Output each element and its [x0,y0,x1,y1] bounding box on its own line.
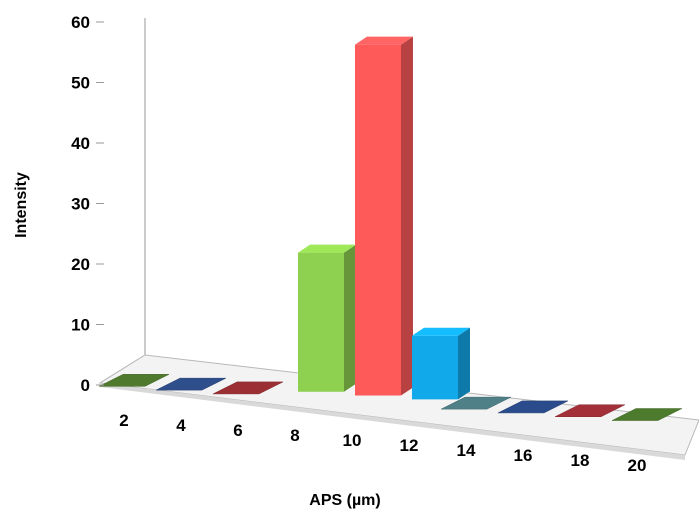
y-tick-label: 60 [71,13,90,32]
bar-6 [212,381,284,395]
x-tick-label: 12 [400,436,419,455]
bar-top-12 [412,327,470,336]
bar-side-8 [344,244,356,392]
x-axis-title: APS (µm) [309,492,380,509]
y-tick-labels: 0 10 20 30 40 50 60 [71,13,104,395]
x-tick-label: 16 [514,446,533,465]
bar-top-10 [355,36,413,45]
x-tick-label: 6 [233,421,242,440]
x-tick-label: 14 [457,441,476,460]
y-tick-label: 30 [71,195,90,214]
axes [99,18,146,384]
chart-floor [98,354,699,460]
bar-top-8 [298,244,356,253]
x-tick-label: 18 [571,451,590,470]
bar-4 [155,377,227,391]
bar-8 [298,252,344,392]
bar-18 [554,404,626,417]
bar-12 [412,335,458,400]
bar-16 [497,400,569,414]
y-tick-label: 10 [71,316,90,335]
bars [98,36,683,421]
bar-side-10 [401,36,413,396]
bar-14 [440,396,512,410]
y-tick-label: 0 [81,376,90,395]
x-tick-label: 10 [343,431,362,450]
bar-10 [355,44,401,396]
x-tick-labels: 2 4 6 8 10 12 14 16 18 20 [119,411,646,475]
x-tick-label: 20 [628,456,647,475]
y-tick-label: 20 [71,255,90,274]
y-axis-title: Intensity [13,172,30,238]
bar-20 [611,408,683,421]
y-tick-label: 50 [71,74,90,93]
bar-side-12 [458,327,470,400]
bar-2 [98,374,170,387]
floor-edge [100,383,685,460]
y-tick-label: 40 [71,134,90,153]
x-tick-label: 8 [290,426,299,445]
x-tick-label: 2 [119,411,128,430]
x-tick-label: 4 [176,416,186,435]
